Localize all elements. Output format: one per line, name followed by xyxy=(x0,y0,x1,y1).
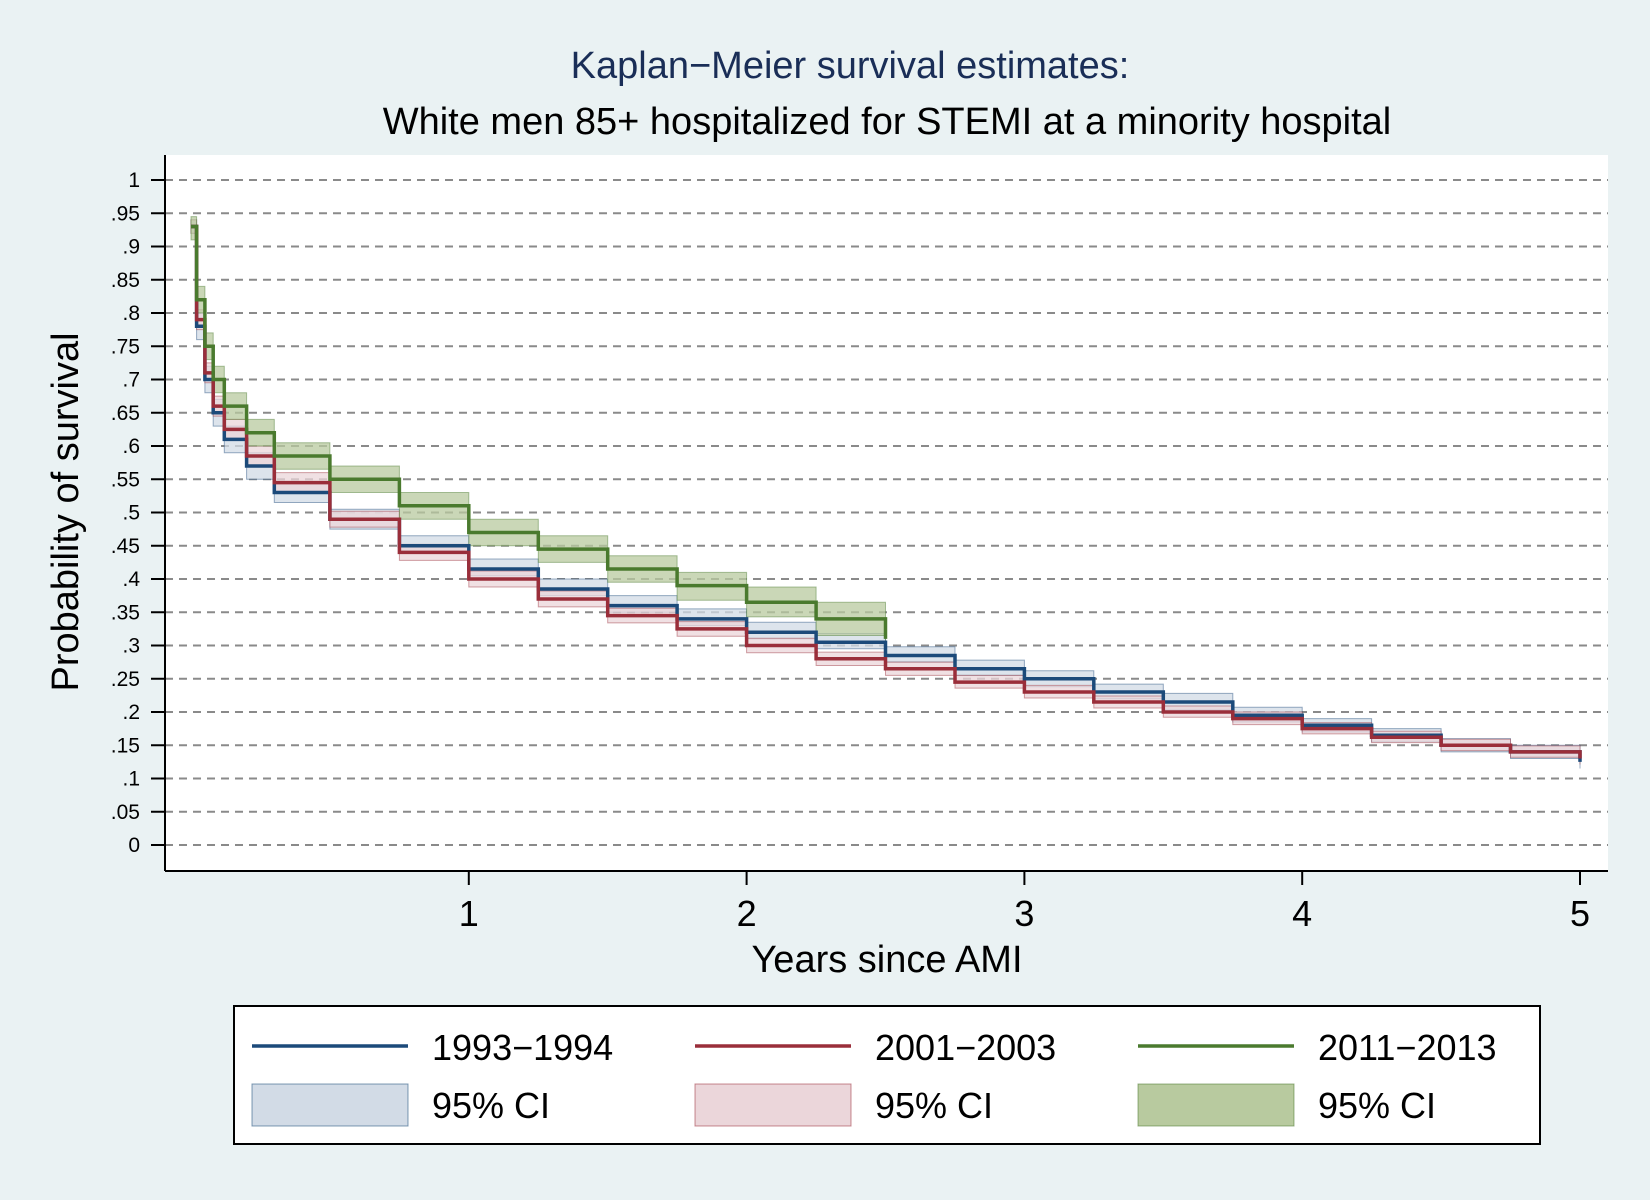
legend-ci-swatch-0 xyxy=(251,1083,409,1127)
x-tick-label-4: 5 xyxy=(1570,893,1590,934)
y-tick-label-14: .7 xyxy=(122,369,140,392)
legend: 1993−1994 95% CI 2001−2003 95% CI 2011−2013 9… xyxy=(233,1005,1541,1145)
y-tick-label-13: .65 xyxy=(111,402,140,425)
y-tick-label-0: 0 xyxy=(128,834,140,857)
x-tick-label-1: 2 xyxy=(737,893,757,934)
legend-label-1: 2001−2003 xyxy=(875,1027,1056,1068)
legend-ci-swatch-2 xyxy=(1137,1083,1295,1127)
y-tick-label-4: .2 xyxy=(122,701,140,724)
x-tick-label-2: 3 xyxy=(1014,893,1034,934)
legend-box xyxy=(233,1005,1541,1145)
legend-ci-label-1: 95% CI xyxy=(875,1085,993,1126)
y-tick-label-16: .8 xyxy=(122,302,140,325)
x-tick-label-3: 4 xyxy=(1292,893,1312,934)
y-tick-label-1: .05 xyxy=(111,801,140,824)
legend-label-0: 1993−1994 xyxy=(432,1027,613,1068)
y-tick-label-2: .1 xyxy=(122,768,140,791)
y-tick-label-5: .25 xyxy=(111,668,140,691)
y-tick-label-3: .15 xyxy=(111,734,140,757)
legend-label-2: 2011−2013 xyxy=(1318,1027,1497,1068)
y-tick-label-20: 1 xyxy=(128,169,140,192)
survival-lines xyxy=(191,224,1582,762)
survival-line-2 xyxy=(191,224,888,639)
y-tick-label-18: .9 xyxy=(122,236,140,259)
legend-ci-label-0: 95% CI xyxy=(432,1085,550,1126)
y-axis-label: Probability of survival xyxy=(45,332,87,691)
survival-line-1 xyxy=(191,224,1582,759)
chart-title: Kaplan−Meier survival estimates: xyxy=(571,45,1130,87)
legend-items: 1993−1994 95% CI 2001−2003 95% CI 2011−2013 9… xyxy=(251,1027,1497,1127)
y-tick-label-7: .35 xyxy=(111,601,140,624)
y-tick-label-6: .3 xyxy=(122,635,140,658)
x-ticks: 1 2 3 4 5 xyxy=(459,871,1590,934)
y-tick-label-9: .45 xyxy=(111,535,140,558)
y-tick-label-11: .55 xyxy=(111,468,140,491)
x-tick-label-0: 1 xyxy=(459,893,479,934)
legend-ci-label-2: 95% CI xyxy=(1318,1085,1436,1126)
chart-subtitle: White men 85+ hospitalized for STEMI at … xyxy=(383,101,1392,143)
y-ticks: 0 .05 .1 .15 .2 .25 .3 .35 .4 .45 .5 .55 .6 .65 .7 .75.… xyxy=(111,169,165,857)
y-tick-label-19: .95 xyxy=(111,202,140,225)
y-tick-label-12: .6 xyxy=(122,435,140,458)
y-tick-label-17: .85 xyxy=(111,269,140,292)
y-tick-label-15: .75 xyxy=(111,335,140,358)
legend-ci-swatch-1 xyxy=(694,1083,852,1127)
x-axis-label: Years since AMI xyxy=(751,939,1022,981)
y-tick-label-8: .4 xyxy=(122,568,140,591)
y-tick-label-10: .5 xyxy=(122,502,140,525)
